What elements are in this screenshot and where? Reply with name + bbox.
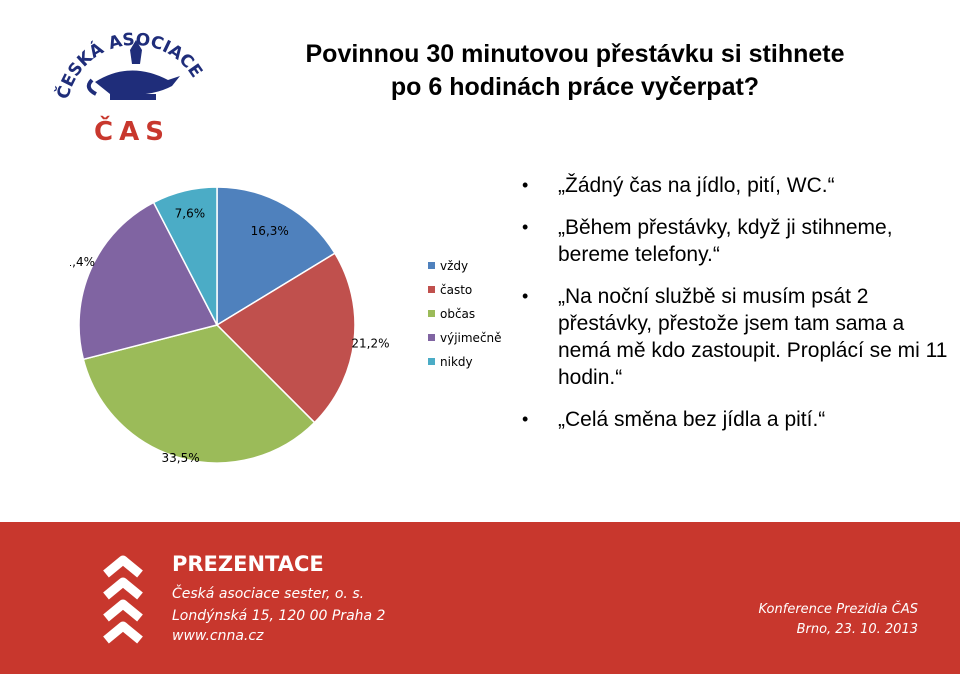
footer-org: Česká asociace sester, o. s. — [172, 586, 365, 602]
list-item: • „Na noční službě si musím psát 2 přestá… — [522, 285, 948, 389]
list-item: • „Žádný čas na jídlo, pití, WC.“ — [522, 174, 835, 197]
legend-label-1: často — [440, 283, 472, 297]
pie-slice-2 — [82, 324, 316, 464]
legend-swatch-2 — [428, 310, 435, 317]
legend-label-4: nikdy — [440, 355, 473, 369]
lamp-icon — [86, 40, 180, 100]
footer-date: Brno, 23. 10. 2013 — [796, 622, 918, 637]
legend-label-0: vždy — [440, 259, 468, 273]
pie-chart: 16,3% 21,2% 33,5% 21,4% 7,6% vždy často občas v… — [70, 186, 502, 465]
quote-list: • „Žádný čas na jídlo, pití, WC.“ • „Během… — [518, 172, 948, 448]
title-line-1: Povinnou 30 minutovou přestávku si stihn… — [305, 40, 845, 68]
data-label-0: 16,3% — [251, 224, 289, 238]
legend-swatch-4 — [428, 358, 435, 365]
bullet-icon: • — [522, 217, 529, 237]
footer-banner: PREZENTACE Česká asociace sester, o. s. … — [0, 522, 960, 674]
legend-swatch-1 — [428, 286, 435, 293]
footer-event: Konference Prezidia ČAS — [758, 602, 919, 617]
bullet-icon: • — [522, 175, 529, 195]
pie-slice-0 — [216, 186, 336, 327]
data-label-3: 21,4% — [70, 255, 95, 269]
data-label-2: 33,5% — [162, 451, 200, 465]
pie-slice-4 — [152, 186, 218, 326]
legend-swatch-0 — [428, 262, 435, 269]
footer-address: Londýnská 15, 120 00 Praha 2 — [172, 608, 386, 624]
footer-heading: PREZENTACE — [172, 552, 324, 576]
logo-letters: ČAS — [94, 115, 170, 147]
list-item: • „Celá směna bez jídla a pití.“ — [522, 408, 826, 431]
list-item: • „Během přestávky, když ji stihneme, ber… — [522, 216, 893, 266]
bullet-icon: • — [522, 409, 529, 429]
slide-title: Povinnou 30 minutovou přestávku si stihn… — [220, 38, 930, 104]
data-label-4: 7,6% — [175, 207, 206, 221]
cas-logo: ČESKÁ ASOCIACE SESTER ČAS — [40, 0, 210, 147]
pie-slice-1 — [215, 252, 356, 424]
bullet-icon: • — [522, 286, 529, 306]
legend-swatch-3 — [428, 334, 435, 341]
pie-slice-3 — [78, 201, 219, 361]
legend-label-2: občas — [440, 307, 475, 321]
title-line-2: po 6 hodinách práce vyčerpat? — [390, 73, 760, 101]
legend-label-3: výjimečně — [440, 331, 502, 345]
footer-website: www.cnna.cz — [172, 628, 264, 644]
data-label-1: 21,2% — [351, 336, 389, 350]
chevrons-logo-icon — [103, 555, 143, 644]
